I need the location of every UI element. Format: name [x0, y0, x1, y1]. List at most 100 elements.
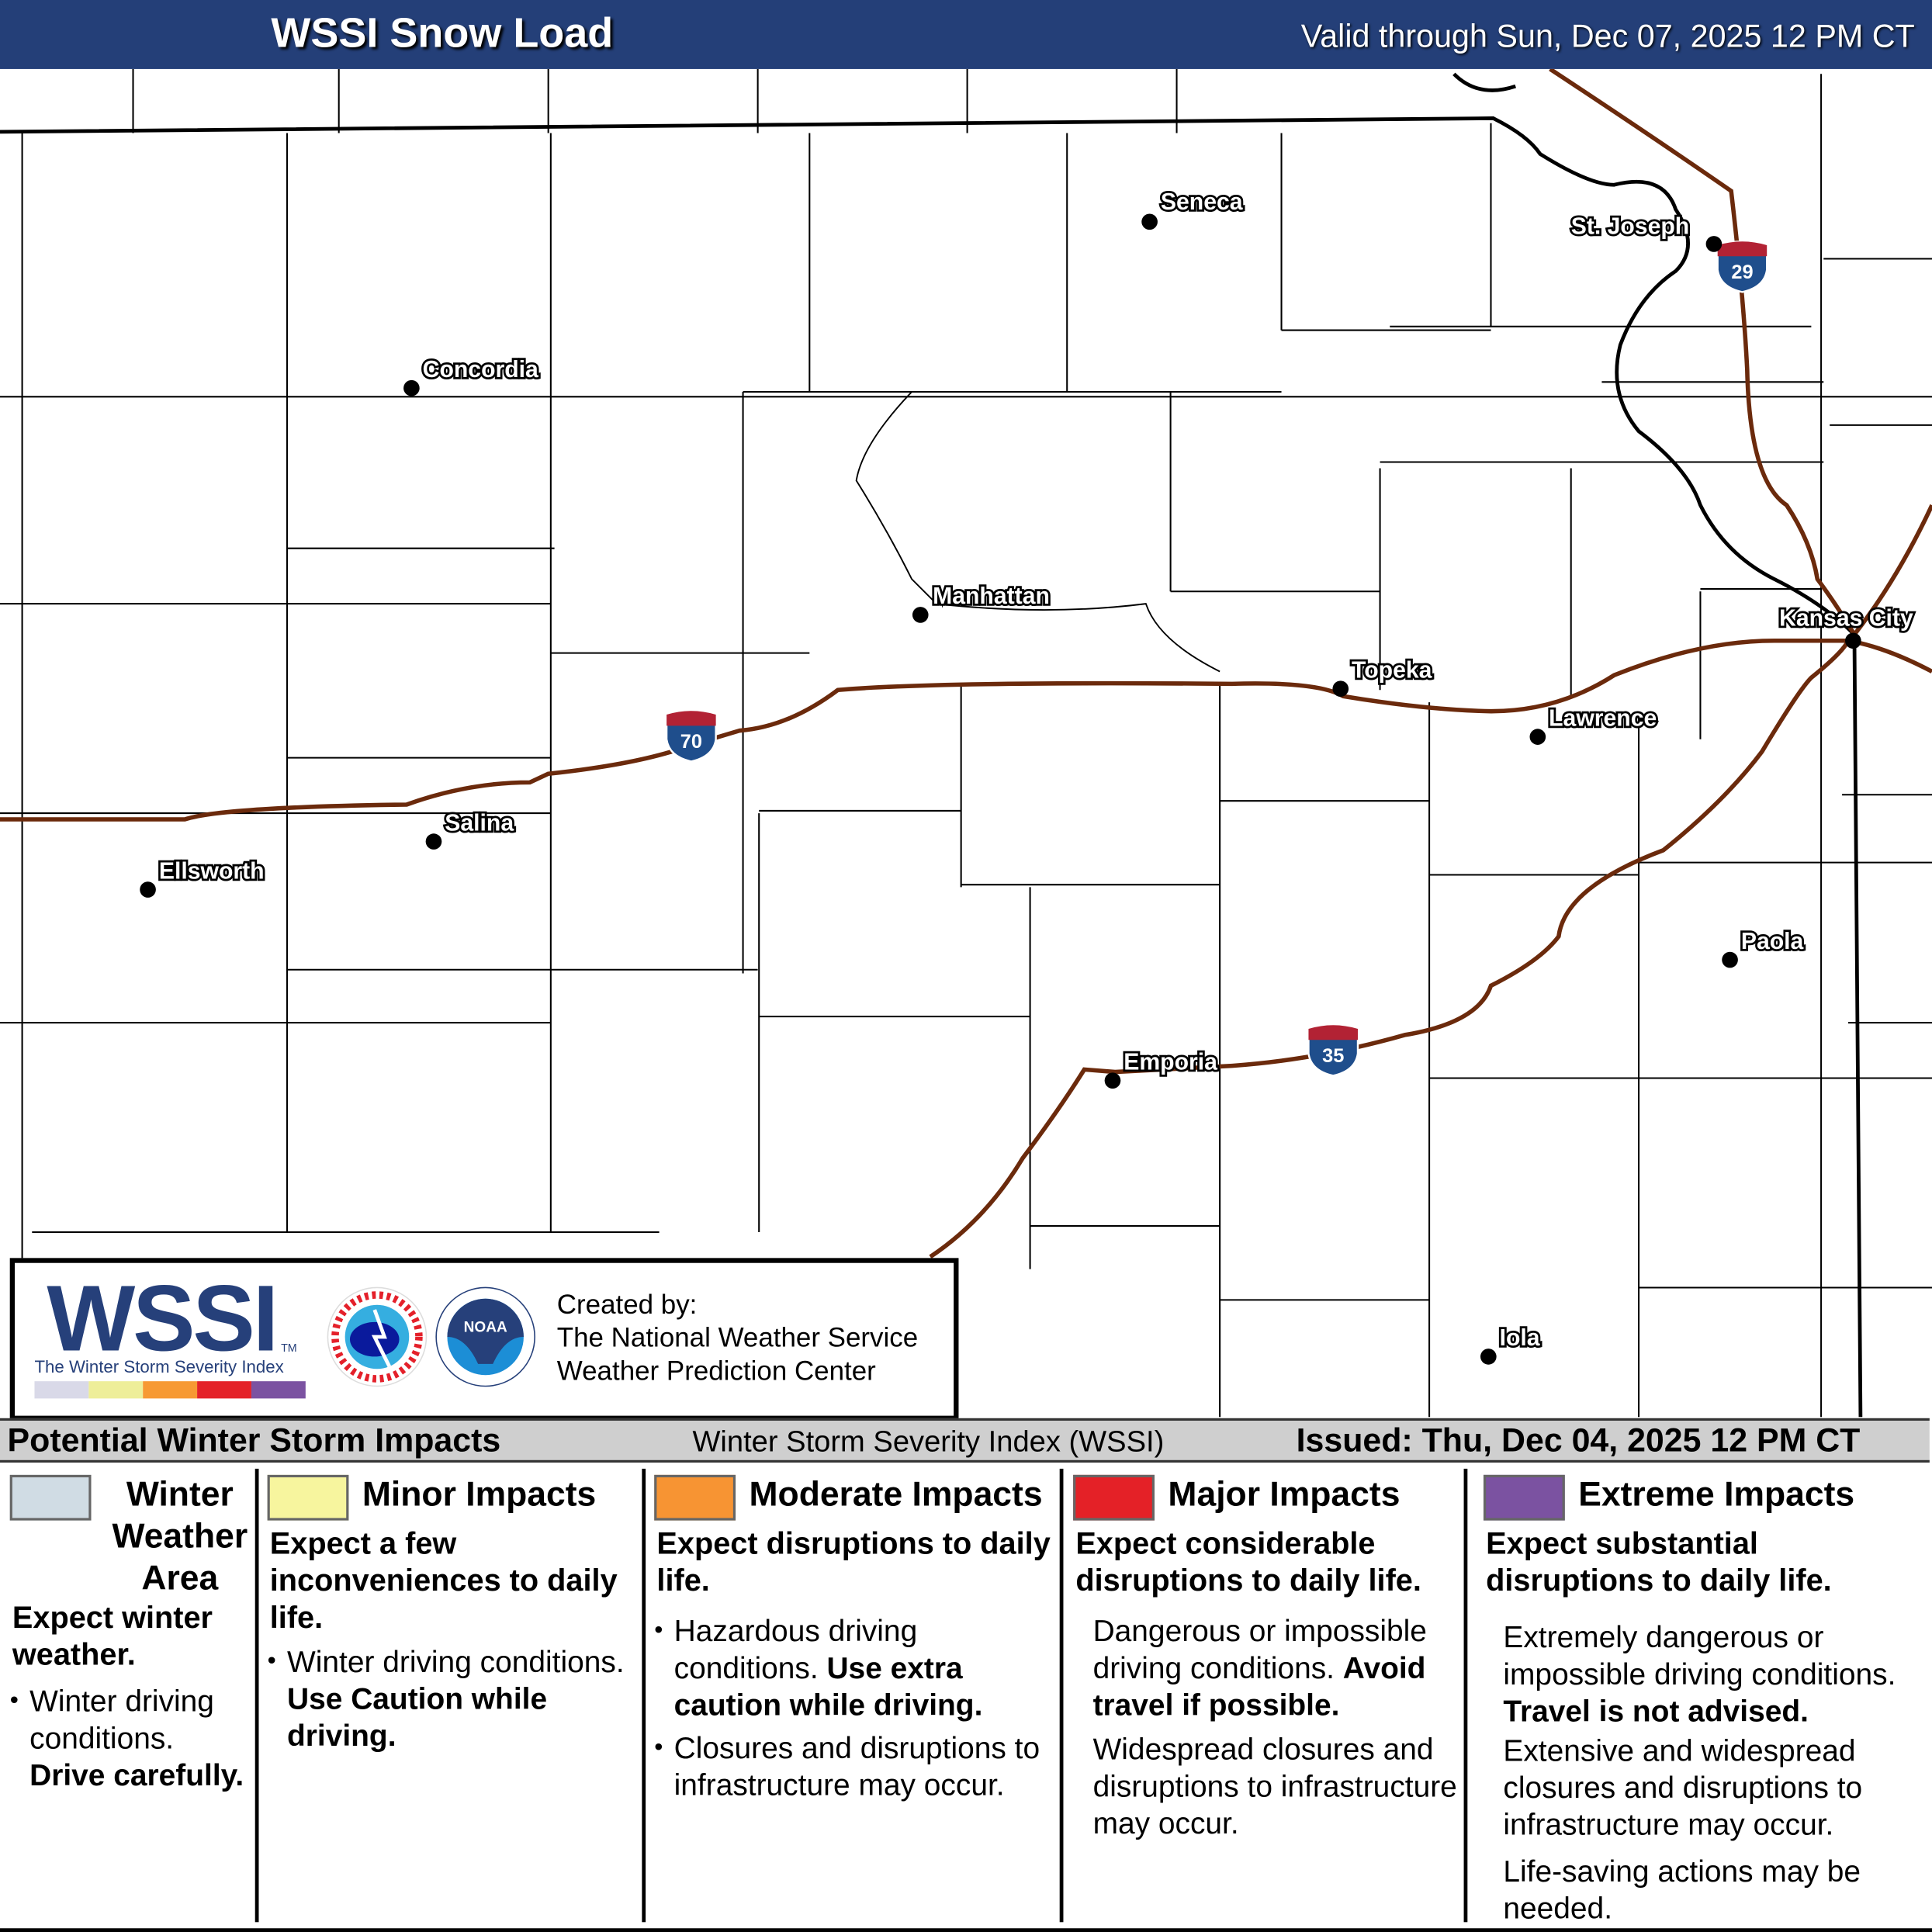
bullet-icon: • [267, 1647, 276, 1675]
city-label: Kansas City [1779, 606, 1913, 632]
item-text: Winter driving conditions. [287, 1646, 625, 1680]
legend-summary: Expect considerable disruptions to daily… [1075, 1526, 1421, 1598]
interstate-shield-70: 70 [665, 710, 717, 763]
legend-swatch-3 [1073, 1474, 1155, 1521]
city-concordia: Concordia [403, 355, 541, 396]
item-text: Dangerous or impossible driving conditio… [1092, 1615, 1427, 1686]
legend-item: Winter driving conditions. Drive careful… [29, 1684, 254, 1795]
interstate-shield-35: 35 [1307, 1024, 1359, 1077]
river [855, 391, 1220, 673]
legend-summary: Expect disruptions to daily life. [656, 1526, 1051, 1598]
legend-title: Major Impacts [1168, 1474, 1401, 1514]
shield-number: 70 [680, 731, 702, 753]
city-label: Lawrence [1549, 705, 1657, 731]
legend-item: Winter driving conditions. Use Caution w… [287, 1645, 639, 1756]
legend-divider [642, 1468, 646, 1923]
city-paola: Paola [1722, 926, 1806, 968]
status-bar: Potential Winter Storm Impacts Winter St… [0, 1418, 1930, 1463]
legend-swatch-2 [654, 1474, 736, 1521]
item-text: Extensive and widespread closures and di… [1503, 1734, 1863, 1843]
legend-summary: Expect substantial disruptions to daily … [1486, 1526, 1832, 1598]
item-text: Hazardous driving conditions. [673, 1615, 918, 1686]
scale-swatch [251, 1381, 306, 1399]
cities: Seneca St. Joseph Concordia Manhattan Kansas… [140, 187, 1916, 1365]
city-salina: Salina [425, 808, 516, 850]
interstate-route [0, 638, 1932, 822]
trademark: TM [281, 1342, 297, 1355]
legend-swatch-1 [267, 1474, 349, 1521]
legend-swatch-4 [1483, 1474, 1565, 1521]
item-emphasis: Travel is not advised. [1503, 1695, 1809, 1729]
city-marker [140, 881, 156, 898]
city-label: Iola [1500, 1325, 1540, 1351]
legend-divider [1059, 1468, 1064, 1923]
city-label: Seneca [1161, 189, 1243, 215]
state-boundaries [0, 72, 1863, 1418]
city-marker [1722, 951, 1738, 968]
legend-title: Moderate Impacts [749, 1474, 1043, 1514]
city-marker [1141, 213, 1158, 230]
city-label: Paola [1741, 929, 1804, 954]
legend-title: Extreme Impacts [1578, 1474, 1855, 1514]
city-label: Salina [445, 810, 514, 836]
credit-line: The National Weather Service [556, 1321, 919, 1353]
legend-item: Life-saving actions may be needed. [1503, 1854, 1928, 1928]
city-marker [425, 833, 442, 850]
legend-item: Closures and disruptions to infrastructu… [674, 1731, 1044, 1805]
city-label: Emporia [1124, 1049, 1217, 1075]
bullet-icon: • [654, 1616, 663, 1644]
legend-item: Hazardous driving conditions. Use extra … [674, 1614, 1044, 1725]
item-emphasis: Avoid travel if possible. [1092, 1652, 1426, 1723]
logo-box: WSSI TM The Winter Storm Severity Index … [9, 1258, 959, 1421]
severity-color-scale [34, 1381, 306, 1399]
city-label: Topeka [1352, 657, 1432, 683]
scale-swatch [34, 1381, 89, 1399]
legend-item: Widespread closures and disruptions to i… [1093, 1733, 1463, 1844]
interstate-route [1549, 68, 1932, 639]
item-text: Widespread closures and disruptions to i… [1092, 1733, 1457, 1841]
city-marker [1332, 680, 1349, 698]
city-label: St. Joseph [1571, 214, 1690, 240]
city-label: Ellsworth [159, 858, 265, 884]
wssi-subtitle: The Winter Storm Severity Index [34, 1356, 284, 1376]
map-title: WSSI Snow Load [271, 9, 614, 57]
legend-item: Extensive and widespread closures and di… [1503, 1733, 1928, 1844]
shield-number: 35 [1322, 1045, 1344, 1067]
legend-divider [1463, 1468, 1468, 1923]
noaa-logo-icon: NOAA [435, 1286, 535, 1387]
item-text: Closures and disruptions to infrastructu… [673, 1732, 1040, 1803]
credit-line: Created by: [556, 1289, 698, 1320]
wssi-logo: WSSI [47, 1266, 279, 1372]
nws-logo-icon [327, 1286, 428, 1387]
bullet-icon: • [9, 1686, 19, 1714]
city-lawrence: Lawrence [1529, 704, 1659, 745]
city-manhattan: Manhattan [912, 581, 1052, 623]
shield-number: 29 [1731, 261, 1753, 283]
item-emphasis: Use Caution while driving. [287, 1683, 548, 1754]
city-marker [1705, 236, 1723, 252]
item-emphasis: Drive carefully. [29, 1759, 244, 1793]
map: 29 70 35 Seneca St. Joseph Concordia Manhatta… [0, 68, 1932, 1418]
legend-summary: Expect winter weather. [12, 1600, 213, 1672]
city-label: Manhattan [933, 583, 1050, 609]
interstate-shields: 29 70 35 [665, 241, 1768, 1077]
city-marker [1845, 632, 1861, 649]
item-text: Winter driving conditions. [29, 1685, 214, 1756]
index-name: Winter Storm Severity Index (WSSI) [692, 1425, 1165, 1459]
city-topeka: Topeka [1332, 656, 1434, 698]
city-marker [1529, 729, 1546, 745]
scale-swatch [197, 1381, 251, 1399]
item-text: Extremely dangerous or impossible drivin… [1503, 1621, 1896, 1692]
legend-divider [254, 1468, 259, 1923]
interstate-route [929, 639, 1851, 1259]
city-marker [403, 379, 420, 396]
item-text: Life-saving actions may be needed. [1503, 1855, 1861, 1927]
city-label: Concordia [423, 357, 538, 383]
credit-text: Created by: The National Weather Service… [557, 1287, 918, 1387]
credit-line: Weather Prediction Center [556, 1355, 876, 1387]
noaa-text: NOAA [464, 1320, 507, 1336]
state-border [1452, 72, 1517, 92]
city-marker [912, 607, 929, 623]
scale-swatch [88, 1381, 144, 1399]
